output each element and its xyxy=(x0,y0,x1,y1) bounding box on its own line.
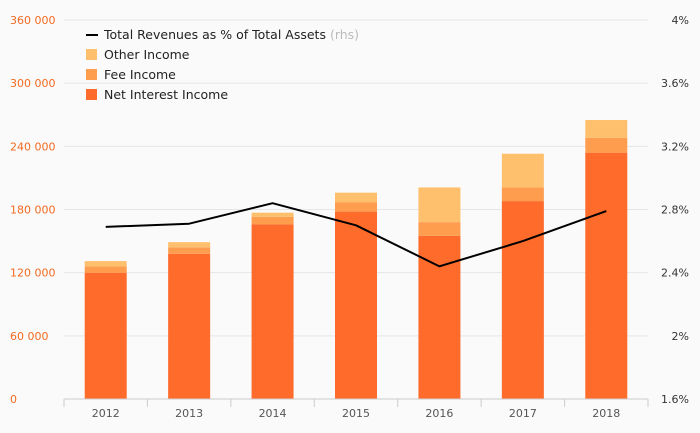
line-total-revenues-pct xyxy=(105,202,607,268)
y-right-tick-label: 3.6% xyxy=(661,77,689,90)
bar-fee-income xyxy=(251,216,294,225)
y-right-tick-label: 4% xyxy=(672,14,689,27)
bar-net-interest-income xyxy=(168,253,211,399)
y-right-tick-label: 2.8% xyxy=(661,204,689,217)
legend-swatch-fee-income xyxy=(86,69,97,80)
x-tick-label: 2017 xyxy=(509,407,537,420)
bars xyxy=(84,120,628,399)
bar-other-income xyxy=(501,153,544,188)
y-right-tick-label: 2% xyxy=(672,330,689,343)
bar-other-income xyxy=(585,120,628,138)
legend-label-line: Total Revenues as % of Total Assets (rhs… xyxy=(103,27,359,42)
bar-net-interest-income xyxy=(251,224,294,399)
bar-other-income xyxy=(418,187,461,223)
bar-net-interest-income xyxy=(335,211,377,399)
legend-label-other-income: Other Income xyxy=(104,47,190,62)
legend-swatch-net-interest-income xyxy=(86,89,97,100)
bar-fee-income xyxy=(585,137,628,153)
y-right-tick-label: 3.2% xyxy=(661,140,689,153)
y-left-tick-label: 360 000 xyxy=(10,14,56,27)
legend-label-fee-income: Fee Income xyxy=(104,67,176,82)
bar-net-interest-income xyxy=(585,152,628,399)
bar-other-income xyxy=(84,261,127,267)
y-left-tick-label: 120 000 xyxy=(10,267,56,280)
bar-net-interest-income xyxy=(84,272,127,399)
bar-other-income xyxy=(168,242,211,248)
x-tick-label: 2015 xyxy=(342,407,370,420)
y-left-tick-label: 0 xyxy=(10,393,17,406)
y-left-tick-label: 240 000 xyxy=(10,140,56,153)
bar-fee-income xyxy=(168,247,211,254)
y-left-tick-label: 60 000 xyxy=(10,330,49,343)
bar-net-interest-income xyxy=(418,235,461,399)
x-tick-label: 2014 xyxy=(259,407,287,420)
legend: Total Revenues as % of Total Assets (rhs… xyxy=(86,27,359,102)
legend-line-name: Total Revenues as % of Total Assets xyxy=(103,27,326,42)
x-tick-label: 2012 xyxy=(92,407,120,420)
bar-other-income xyxy=(251,212,294,217)
y-left-tick-label: 180 000 xyxy=(10,204,56,217)
bar-fee-income xyxy=(335,202,377,212)
legend-line-suffix: (rhs) xyxy=(330,27,359,42)
x-axis: 2012 2013 2014 2015 2016 2017 2018 xyxy=(63,398,649,420)
right-axis: 1.6% 2% 2.4% 2.8% 3.2% 3.6% 4% xyxy=(661,14,689,406)
line-series xyxy=(105,202,607,268)
x-tick-label: 2018 xyxy=(592,407,620,420)
bar-net-interest-income xyxy=(501,201,544,399)
y-right-tick-label: 2.4% xyxy=(661,267,689,280)
legend-label-net-interest-income: Net Interest Income xyxy=(104,87,228,102)
y-left-tick-label: 300 000 xyxy=(10,77,56,90)
left-axis: 0 60 000 120 000 180 000 240 000 300 000 360 0… xyxy=(10,14,56,406)
bar-fee-income xyxy=(501,187,544,202)
x-tick-label: 2013 xyxy=(175,407,203,420)
bar-fee-income xyxy=(84,266,127,273)
y-right-tick-label: 1.6% xyxy=(661,393,689,406)
x-tick-label: 2016 xyxy=(425,407,453,420)
bar-other-income xyxy=(335,192,377,203)
bar-fee-income xyxy=(418,222,461,236)
legend-swatch-other-income xyxy=(86,49,97,60)
